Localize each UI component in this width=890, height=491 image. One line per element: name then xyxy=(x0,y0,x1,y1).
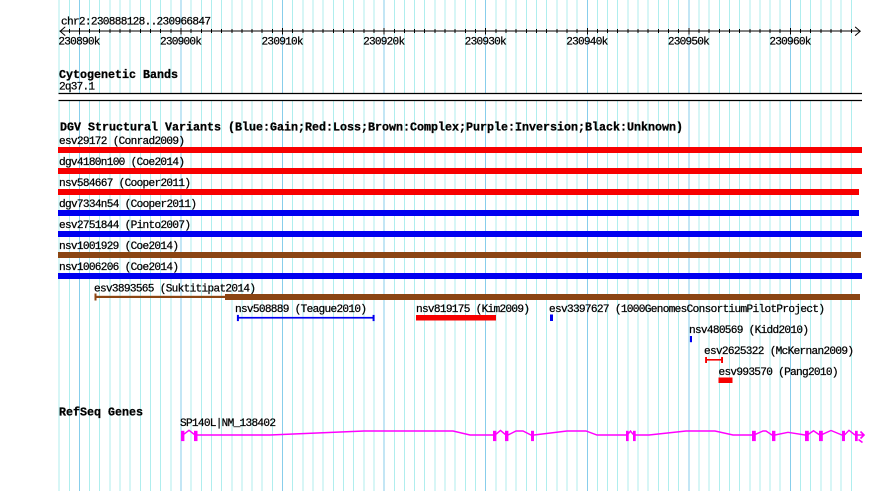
svg-text:230930k: 230930k xyxy=(465,36,507,48)
svg-text:dgv7334n54 (Cooper2011): dgv7334n54 (Cooper2011) xyxy=(59,199,197,211)
svg-text:230950k: 230950k xyxy=(668,36,710,48)
svg-text:230910k: 230910k xyxy=(262,36,304,48)
svg-text:RefSeq Genes: RefSeq Genes xyxy=(59,406,143,420)
svg-text:230940k: 230940k xyxy=(566,36,608,48)
svg-text:2q37.1: 2q37.1 xyxy=(59,82,95,94)
svg-text:esv993570 (Pang2010): esv993570 (Pang2010) xyxy=(719,367,839,379)
svg-text:nsv584667 (Cooper2011): nsv584667 (Cooper2011) xyxy=(59,178,191,190)
svg-text:esv2625322 (McKernan2009): esv2625322 (McKernan2009) xyxy=(704,346,854,358)
svg-text:230960k: 230960k xyxy=(769,36,811,48)
svg-text:esv29172 (Conrad2009): esv29172 (Conrad2009) xyxy=(59,136,185,148)
svg-text:230890k: 230890k xyxy=(58,36,100,48)
svg-text:nsv480569 (Kidd2010): nsv480569 (Kidd2010) xyxy=(689,325,809,337)
svg-text:esv2751844 (Pinto2007): esv2751844 (Pinto2007) xyxy=(59,220,191,232)
svg-text:DGV Structural Variants (Blue:: DGV Structural Variants (Blue:Gain;Red:L… xyxy=(60,121,683,135)
svg-text:esv3893565 (Suktitipat2014): esv3893565 (Suktitipat2014) xyxy=(94,284,256,296)
svg-text:230900k: 230900k xyxy=(160,36,202,48)
svg-text:SP140L|NM_138402: SP140L|NM_138402 xyxy=(180,418,276,430)
svg-text:230920k: 230920k xyxy=(363,36,405,48)
svg-text:nsv1001929 (Coe2014): nsv1001929 (Coe2014) xyxy=(59,241,179,253)
svg-text:nsv508889 (Teague2010): nsv508889 (Teague2010) xyxy=(235,304,367,316)
svg-text:esv3397627 (1000GenomesConsort: esv3397627 (1000GenomesConsortiumPilotPr… xyxy=(549,304,825,316)
svg-text:dgv4180n100 (Coe2014): dgv4180n100 (Coe2014) xyxy=(59,157,185,169)
svg-text:chr2:230888128..230966847: chr2:230888128..230966847 xyxy=(61,16,211,28)
svg-text:Cytogenetic Bands: Cytogenetic Bands xyxy=(59,68,178,82)
svg-text:nsv1006206 (Coe2014): nsv1006206 (Coe2014) xyxy=(59,262,179,274)
svg-text:nsv819175 (Kim2009): nsv819175 (Kim2009) xyxy=(416,304,530,316)
